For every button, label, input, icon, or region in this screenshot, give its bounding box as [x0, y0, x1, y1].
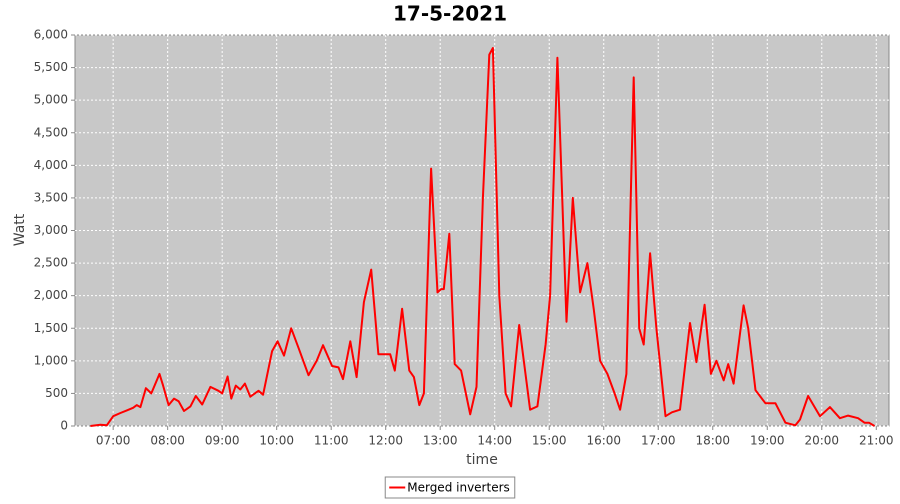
x-tick-label: 21:00 [859, 434, 894, 448]
legend-label: Merged inverters [407, 481, 510, 495]
y-tick-label: 3,000 [34, 223, 68, 237]
x-tick-label: 08:00 [150, 434, 185, 448]
y-tick-label: 1,500 [34, 321, 68, 335]
x-tick-label: 20:00 [804, 434, 839, 448]
x-tick-label: 09:00 [205, 434, 240, 448]
y-tick-label: 4,500 [34, 125, 68, 139]
legend: Merged inverters [384, 476, 516, 499]
x-tick-label: 11:00 [314, 434, 349, 448]
y-tick-label: 5,500 [34, 60, 68, 74]
y-tick-label: 500 [45, 386, 68, 400]
y-tick-label: 0 [60, 419, 68, 433]
legend-box [384, 476, 516, 499]
x-tick-label: 07:00 [96, 434, 131, 448]
y-tick-label: 4,000 [34, 158, 68, 172]
y-tick-label: 1,000 [34, 353, 68, 367]
x-tick-label: 19:00 [750, 434, 785, 448]
chart-title: 17-5-2021 [393, 2, 507, 26]
x-tick-label: 10:00 [259, 434, 294, 448]
y-tick-label: 2,000 [34, 288, 68, 302]
x-axis-label: time [466, 452, 498, 468]
x-tick-label: 16:00 [586, 434, 621, 448]
line [90, 47, 876, 427]
y-tick-label: 6,000 [34, 28, 68, 42]
x-tick-label: 18:00 [695, 434, 730, 448]
x-tick-label: 14:00 [477, 434, 512, 448]
x-tick-label: 12:00 [368, 434, 403, 448]
x-tick-label: 15:00 [532, 434, 567, 448]
y-tick-label: 3,500 [34, 190, 68, 204]
x-tick-label: 13:00 [423, 434, 458, 448]
y-axis-label: Watt [12, 213, 28, 246]
y-tick-label: 5,000 [34, 93, 68, 107]
y-tick-label: 2,500 [34, 256, 68, 270]
x-tick-label: 17:00 [641, 434, 676, 448]
